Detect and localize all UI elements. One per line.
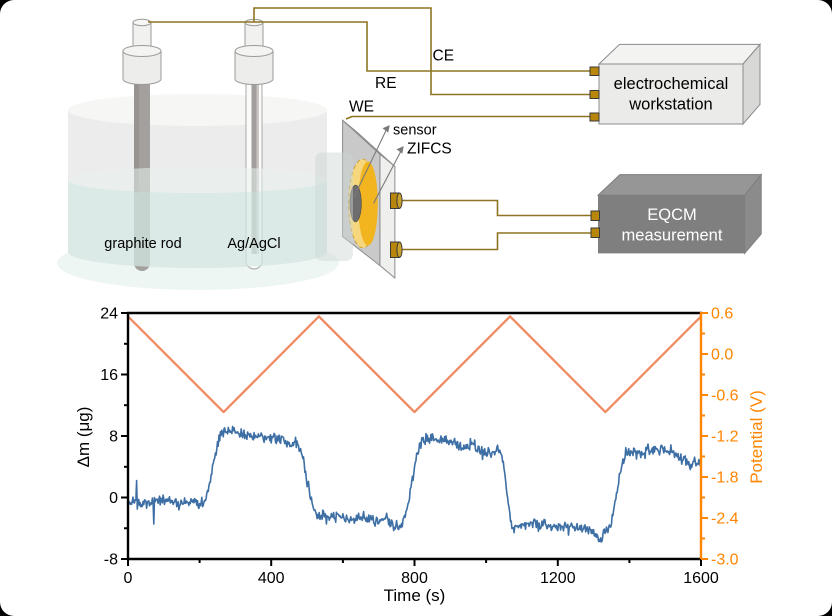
- svg-text:0: 0: [109, 490, 118, 507]
- svg-text:0.6: 0.6: [711, 306, 733, 323]
- svg-text:0.0: 0.0: [711, 347, 733, 364]
- svg-text:1600: 1600: [683, 570, 719, 587]
- svg-text:0: 0: [124, 570, 133, 587]
- svg-text:16: 16: [100, 367, 118, 384]
- svg-text:-8: -8: [104, 552, 118, 569]
- svg-text:-3.0: -3.0: [711, 552, 739, 569]
- svg-text:WE: WE: [349, 99, 374, 116]
- svg-text:Time (s): Time (s): [384, 586, 446, 605]
- svg-text:measurement: measurement: [622, 227, 723, 245]
- svg-text:-1.2: -1.2: [711, 429, 739, 446]
- svg-text:24: 24: [100, 306, 118, 323]
- svg-text:400: 400: [258, 570, 285, 587]
- svg-text:Δm (μg): Δm (μg): [74, 407, 93, 468]
- svg-text:-1.8: -1.8: [711, 470, 739, 487]
- svg-text:8: 8: [109, 429, 118, 446]
- svg-text:Ag/AgCl: Ag/AgCl: [227, 236, 280, 252]
- svg-text:1200: 1200: [540, 570, 576, 587]
- svg-text:electrochemical: electrochemical: [614, 75, 729, 93]
- svg-text:CE: CE: [433, 48, 455, 65]
- svg-text:ZIFCS: ZIFCS: [407, 141, 452, 158]
- svg-text:EQCM: EQCM: [647, 206, 697, 224]
- svg-text:graphite rod: graphite rod: [104, 236, 181, 252]
- svg-text:RE: RE: [375, 75, 397, 92]
- svg-text:800: 800: [401, 570, 428, 587]
- svg-text:-2.4: -2.4: [711, 511, 739, 528]
- svg-text:Potential (V): Potential (V): [747, 390, 766, 484]
- svg-text:sensor: sensor: [393, 123, 437, 139]
- svg-text:-0.6: -0.6: [711, 388, 739, 405]
- svg-text:workstation: workstation: [628, 96, 712, 114]
